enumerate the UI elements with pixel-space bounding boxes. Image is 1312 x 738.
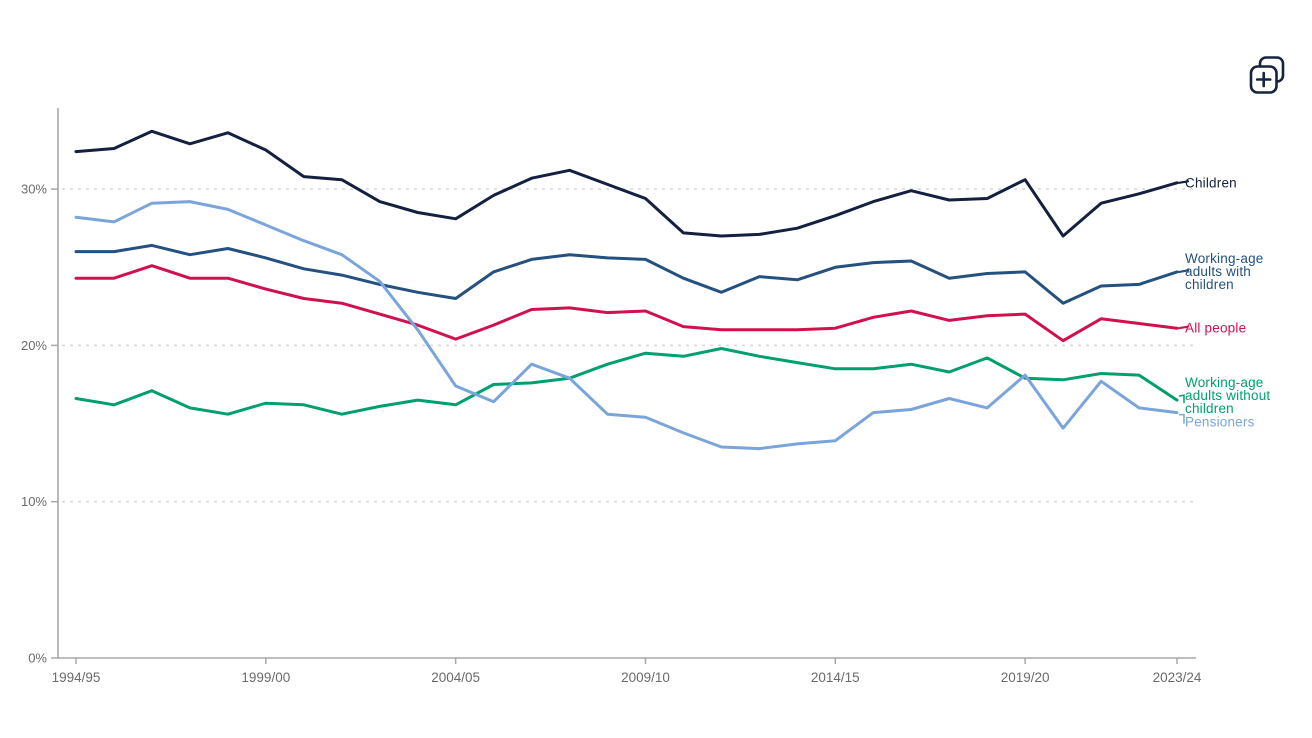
label-leader-all-people	[1177, 325, 1190, 330]
x-tick-label: 2004/05	[431, 670, 480, 685]
series-line-children	[74, 129, 1179, 238]
copy-plus-button[interactable]	[1244, 50, 1292, 98]
label-leader-working-age-adults-with-children	[1177, 269, 1190, 274]
x-tick-label: 2023/24	[1153, 670, 1202, 685]
y-tick-label: 0%	[28, 651, 47, 666]
x-tick-label: 2009/10	[621, 670, 670, 685]
y-tick-label: 30%	[21, 182, 47, 197]
x-tick-label: 2014/15	[811, 670, 860, 685]
series-line-working-age-adults-without-children	[74, 347, 1179, 416]
y-tick-label: 20%	[21, 338, 47, 353]
series-label-working-age-adults-with-children: Working-age adults with children	[1185, 251, 1264, 292]
label-leader-working-age-adults-without-children	[1178, 394, 1185, 404]
x-tick-label: 1994/95	[52, 670, 101, 685]
series-line-pensioners	[74, 200, 1179, 451]
copy-plus-icon	[1249, 56, 1285, 94]
x-tick-label: 1999/00	[241, 670, 290, 685]
label-leader-pensioners	[1179, 413, 1185, 424]
series-label-children: Children	[1185, 175, 1237, 190]
series-line-working-age-adults-with-children	[74, 243, 1179, 305]
x-tick-label: 2019/20	[1001, 670, 1050, 685]
series-label-all-people: All people	[1185, 321, 1246, 336]
label-leader-children	[1177, 180, 1190, 184]
series-label-working-age-adults-without-children: Working-age adults without children	[1185, 375, 1270, 416]
series-label-pensioners: Pensioners	[1185, 415, 1255, 430]
y-tick-label: 10%	[21, 494, 47, 509]
series-line-all-people	[74, 264, 1179, 343]
